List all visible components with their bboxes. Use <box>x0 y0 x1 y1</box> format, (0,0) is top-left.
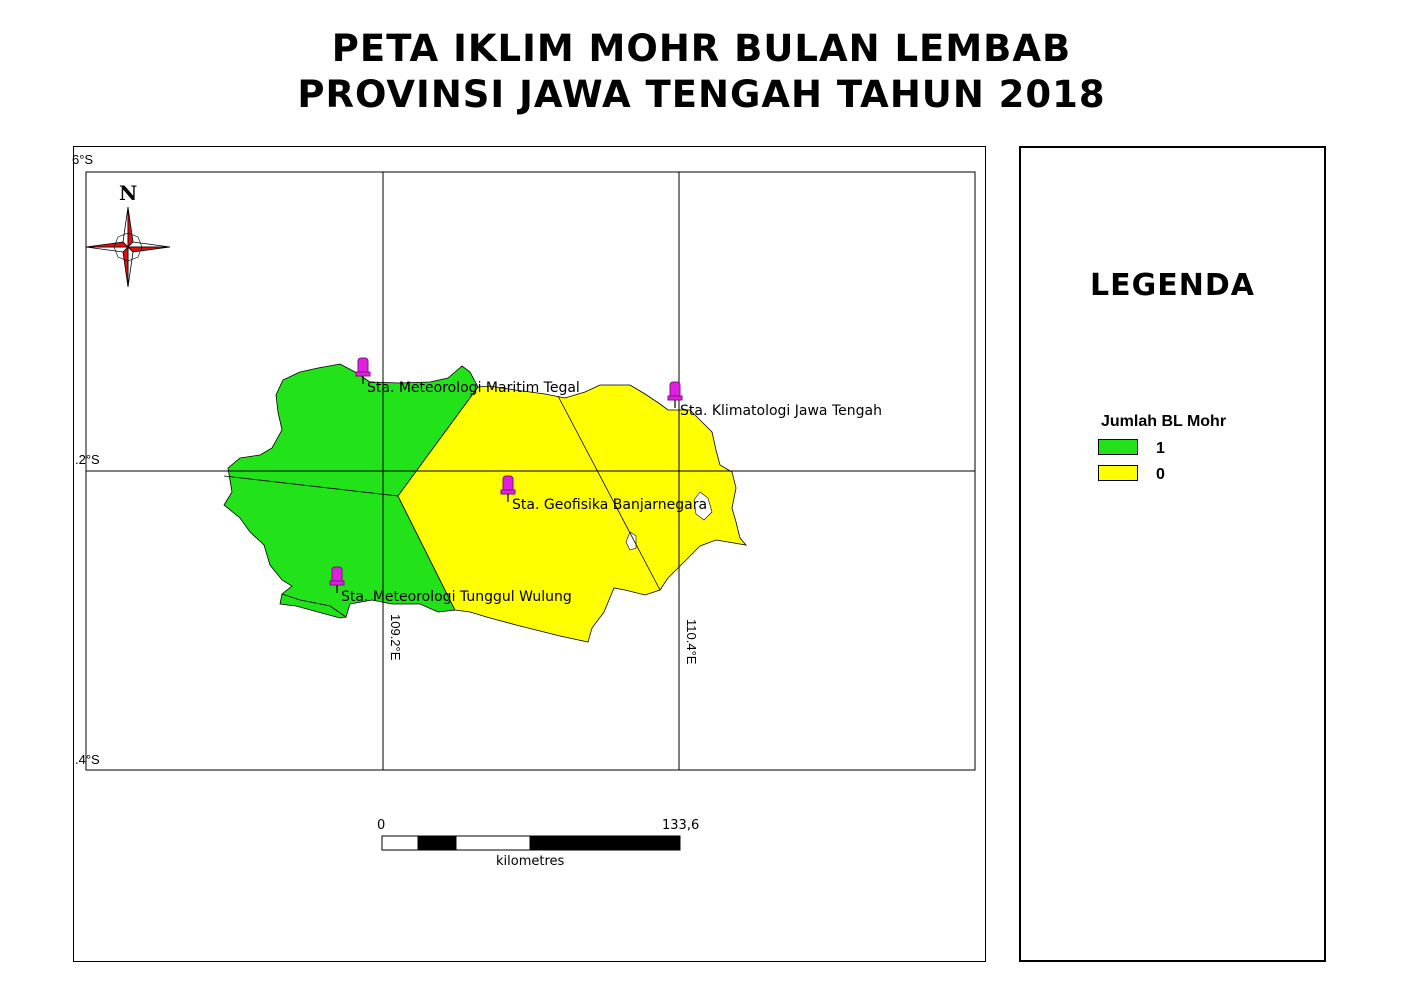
scale-start-label: 0 <box>377 818 386 833</box>
station-label-tegal: Sta. Meteorologi Maritim Tegal <box>367 380 580 396</box>
scale-bar <box>381 835 681 851</box>
legend-label-1: 1 <box>1156 440 1165 457</box>
legend-subtitle: Jumlah BL Mohr <box>1101 413 1227 430</box>
lake-small <box>625 531 637 551</box>
north-arrow-compass-icon <box>85 206 171 288</box>
scale-unit-label: kilometres <box>496 854 565 869</box>
legend-swatch-1 <box>1098 439 1138 455</box>
map-frame <box>73 146 986 962</box>
lat-label-mid: .2°S <box>75 452 100 467</box>
legend-label-0: 0 <box>1156 466 1165 483</box>
station-pin-icon[interactable] <box>329 566 345 593</box>
station-label-tunggul-wulung: Sta. Meteorologi Tunggul Wulung <box>341 589 572 605</box>
legend-frame <box>1019 146 1326 962</box>
legend-title: LEGENDA <box>1090 268 1255 303</box>
map-title-line1: PETA IKLIM MOHR BULAN LEMBAB <box>331 27 1072 70</box>
lon-label-right: 110.4°E <box>684 619 699 665</box>
lake <box>693 491 713 521</box>
map-title-line2: PROVINSI JAWA TENGAH TAHUN 2018 <box>297 73 1106 116</box>
legend-swatch-0 <box>1098 465 1138 481</box>
station-label-banjarnegara: Sta. Geofisika Banjarnegara <box>512 497 708 513</box>
station-pin-icon[interactable] <box>355 357 371 384</box>
lat-label-top: 6°S <box>72 152 94 167</box>
lon-label-left: 109.2°E <box>388 614 403 661</box>
north-arrow-label: N <box>119 181 138 205</box>
thiessen-line <box>223 475 399 497</box>
station-pin-icon[interactable] <box>667 381 683 408</box>
zone-bl-0 <box>397 384 748 643</box>
station-label-klimatologi: Sta. Klimatologi Jawa Tengah <box>680 403 882 419</box>
scale-end-label: 133,6 <box>662 818 700 833</box>
station-pin-icon[interactable] <box>500 475 516 502</box>
lat-label-bottom: .4°S <box>75 752 100 767</box>
thiessen-line <box>557 395 661 591</box>
zone-bl-1-peninsula <box>279 593 348 619</box>
